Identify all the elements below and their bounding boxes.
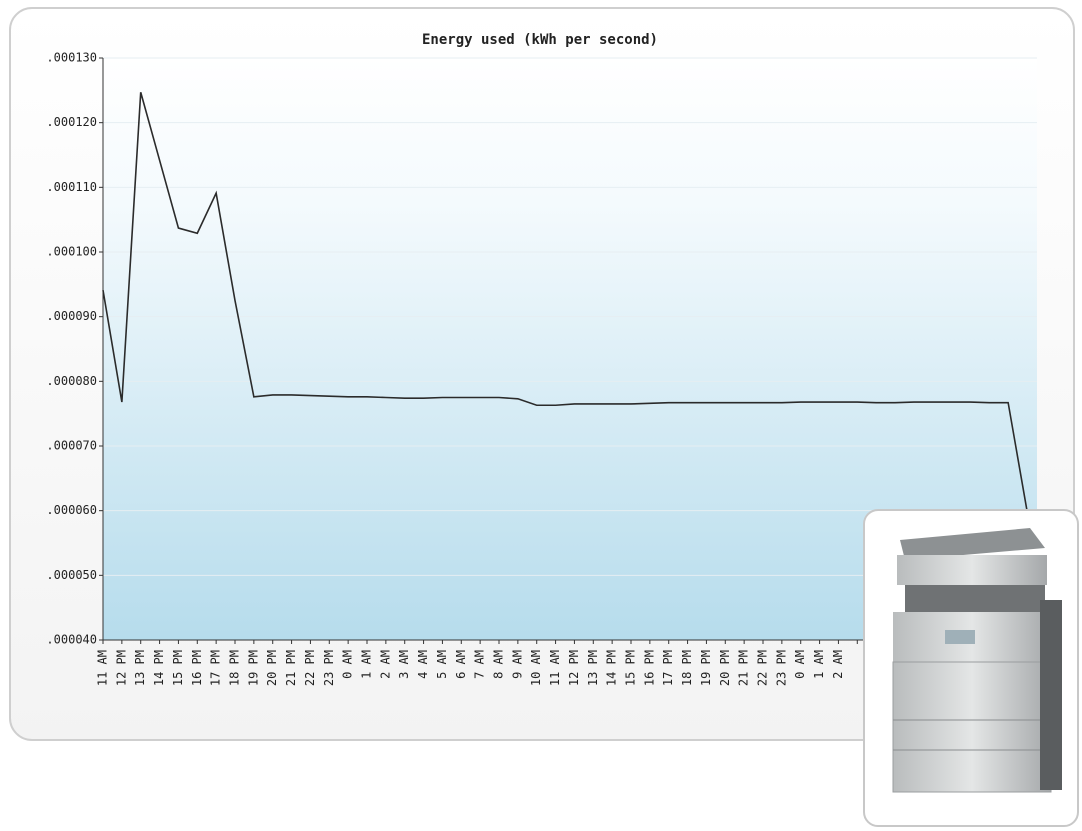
output-tray (905, 585, 1045, 615)
x-tick-label: 22 PM (303, 650, 317, 686)
y-tick-label: .000090 (46, 309, 97, 323)
x-tick-label: 21 PM (284, 650, 298, 686)
y-tick-label: .000070 (46, 439, 97, 453)
x-tick-label: 11 AM (548, 650, 562, 686)
x-tick-label: 23 PM (774, 650, 788, 686)
x-tick-label: 12 PM (567, 650, 581, 686)
x-tick-label: 17 PM (661, 650, 675, 686)
x-tick-label: 19 PM (246, 650, 260, 686)
scanner (897, 555, 1047, 585)
x-tick-label: 16 PM (642, 650, 656, 686)
x-tick-label: 1 AM (812, 650, 826, 679)
x-tick-label: 14 PM (605, 650, 619, 686)
x-tick-label: 3 AM (397, 650, 411, 679)
printer-side (1040, 600, 1062, 790)
x-tick-label: 9 AM (510, 650, 524, 679)
x-tick-label: 4 AM (416, 650, 430, 679)
x-tick-label: 2 AM (831, 650, 845, 679)
x-tick-label: 10 AM (529, 650, 543, 686)
x-tick-label: 23 PM (322, 650, 336, 686)
y-tick-label: .000120 (46, 115, 97, 129)
x-tick-label: 18 PM (228, 650, 242, 686)
x-tick-label: 18 PM (680, 650, 694, 686)
chart-title: Energy used (kWh per second) (422, 32, 658, 48)
x-tick-label: 5 AM (435, 650, 449, 679)
x-tick-label: 17 PM (209, 650, 223, 686)
printer-photo (863, 509, 1079, 827)
x-tick-label: 21 PM (737, 650, 751, 686)
y-tick-label: .000130 (46, 51, 97, 65)
x-tick-label: 12 PM (114, 650, 128, 686)
x-tick-label: 11 AM (96, 650, 110, 686)
x-tick-label: 19 PM (699, 650, 713, 686)
x-tick-label: 13 PM (133, 650, 147, 686)
display (945, 630, 975, 644)
x-tick-label: 14 PM (152, 650, 166, 686)
y-tick-label: .000100 (46, 245, 97, 259)
scanner-lid (900, 528, 1045, 560)
x-tick-label: 6 AM (454, 650, 468, 679)
x-tick-label: 1 AM (360, 650, 374, 679)
x-tick-label: 8 AM (492, 650, 506, 679)
printer-body (892, 661, 1052, 793)
y-tick-label: .000060 (46, 503, 97, 517)
x-tick-label: 13 PM (586, 650, 600, 686)
y-tick-label: .000040 (46, 633, 97, 647)
x-tick-label: 15 PM (624, 650, 638, 686)
x-tick-label: 20 PM (718, 650, 732, 686)
y-tick-label: .000050 (46, 568, 97, 582)
data-line (102, 92, 1028, 511)
y-tick-label: .000080 (46, 374, 97, 388)
y-tick-label: .000110 (46, 180, 97, 194)
x-tick-label: 2 AM (378, 650, 392, 679)
x-tick-label: 0 AM (793, 650, 807, 679)
x-tick-label: 16 PM (190, 650, 204, 686)
x-tick-label: 22 PM (756, 650, 770, 686)
x-tick-label: 7 AM (473, 650, 487, 679)
x-tick-label: 15 PM (171, 650, 185, 686)
x-tick-label: 0 AM (341, 650, 355, 679)
x-tick-label: 20 PM (265, 650, 279, 686)
